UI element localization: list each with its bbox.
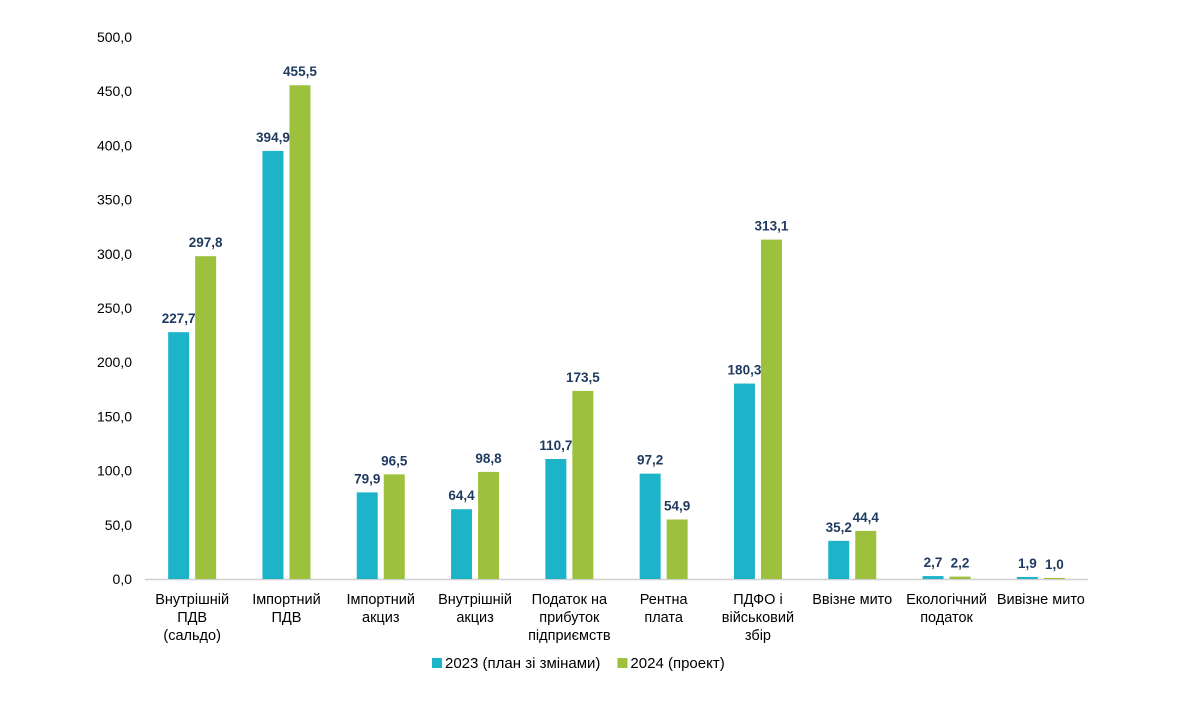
bar-2024 bbox=[572, 390, 594, 579]
data-label: 2,2 bbox=[951, 556, 970, 571]
data-label: 227,7 bbox=[162, 311, 196, 326]
y-tick-label: 450,0 bbox=[97, 83, 132, 99]
data-label: 1,0 bbox=[1045, 557, 1064, 572]
data-label: 97,2 bbox=[637, 453, 663, 468]
bar-2023 bbox=[356, 492, 378, 579]
bar-2023 bbox=[545, 459, 567, 579]
bar-2023 bbox=[733, 383, 755, 579]
y-tick-label: 100,0 bbox=[97, 463, 132, 479]
data-label: 173,5 bbox=[566, 370, 600, 385]
data-label: 455,5 bbox=[283, 64, 317, 79]
data-label: 297,8 bbox=[189, 235, 223, 250]
data-label: 64,4 bbox=[448, 488, 475, 503]
category-label: (сальдо) bbox=[163, 628, 221, 644]
data-label: 35,2 bbox=[826, 520, 852, 535]
y-tick-label: 50,0 bbox=[105, 517, 132, 533]
bar-2024 bbox=[1043, 577, 1065, 579]
data-label: 44,4 bbox=[853, 510, 880, 525]
bar-2023 bbox=[1016, 576, 1038, 579]
category-label: Імпортний bbox=[252, 592, 321, 608]
category-label: Вивізне мито bbox=[997, 592, 1085, 608]
data-label: 96,5 bbox=[381, 453, 408, 468]
bar-2024 bbox=[949, 576, 971, 579]
bar-2023 bbox=[922, 576, 944, 579]
y-tick-label: 200,0 bbox=[97, 354, 132, 370]
data-label: 180,3 bbox=[728, 363, 762, 378]
legend-swatch bbox=[617, 658, 628, 668]
category-label: Рентна bbox=[640, 592, 689, 608]
y-tick-label: 500,0 bbox=[97, 29, 132, 45]
legend-label: 2023 (план зі змінами) bbox=[445, 655, 600, 672]
category-label: акциз bbox=[362, 610, 400, 626]
legend-swatch bbox=[432, 658, 442, 668]
data-label: 54,9 bbox=[664, 498, 690, 513]
y-tick-label: 300,0 bbox=[97, 246, 132, 262]
category-label: збір bbox=[745, 628, 771, 644]
bar-2024 bbox=[289, 85, 311, 579]
category-label: ПДВ bbox=[177, 610, 207, 626]
data-label: 98,8 bbox=[475, 451, 502, 466]
category-label: Ввізне мито bbox=[812, 592, 892, 608]
y-tick-label: 250,0 bbox=[97, 300, 132, 316]
bar-2024 bbox=[195, 256, 217, 579]
data-label: 110,7 bbox=[539, 438, 572, 453]
category-label: прибуток bbox=[539, 610, 600, 626]
bar-2023 bbox=[451, 509, 473, 579]
bar-2024 bbox=[478, 471, 500, 579]
bar-2023 bbox=[639, 473, 661, 579]
legend-label: 2024 (проект) bbox=[630, 655, 724, 672]
bar-2024 bbox=[383, 474, 405, 579]
category-label: підприємств bbox=[528, 628, 611, 644]
category-label: ПДВ bbox=[271, 610, 301, 626]
category-label: Внутрішній bbox=[155, 592, 229, 608]
data-label: 79,9 bbox=[354, 471, 380, 486]
bar-2024 bbox=[855, 530, 877, 579]
category-label: Податок на bbox=[532, 592, 608, 608]
y-tick-label: 0,0 bbox=[113, 571, 133, 587]
category-label: військовий bbox=[722, 610, 794, 626]
category-label: Імпортний bbox=[346, 592, 415, 608]
y-tick-label: 350,0 bbox=[97, 192, 132, 208]
bar-2024 bbox=[760, 239, 782, 579]
data-label: 2,7 bbox=[924, 555, 943, 570]
y-tick-label: 400,0 bbox=[97, 137, 132, 153]
y-tick-label: 150,0 bbox=[97, 408, 132, 424]
category-label: податок bbox=[920, 610, 973, 626]
bar-2024 bbox=[666, 519, 688, 579]
category-label: ПДФО і bbox=[733, 592, 782, 608]
data-label: 1,9 bbox=[1018, 556, 1037, 571]
bar-2023 bbox=[828, 540, 850, 579]
category-label: Екологічний bbox=[906, 592, 987, 608]
bar-2023 bbox=[168, 332, 190, 579]
category-label: акциз bbox=[456, 610, 494, 626]
category-label: Внутрішній bbox=[438, 592, 512, 608]
category-label: плата bbox=[644, 610, 684, 626]
data-label: 313,1 bbox=[755, 219, 789, 234]
data-label: 394,9 bbox=[256, 130, 290, 145]
bar-2023 bbox=[262, 150, 284, 579]
